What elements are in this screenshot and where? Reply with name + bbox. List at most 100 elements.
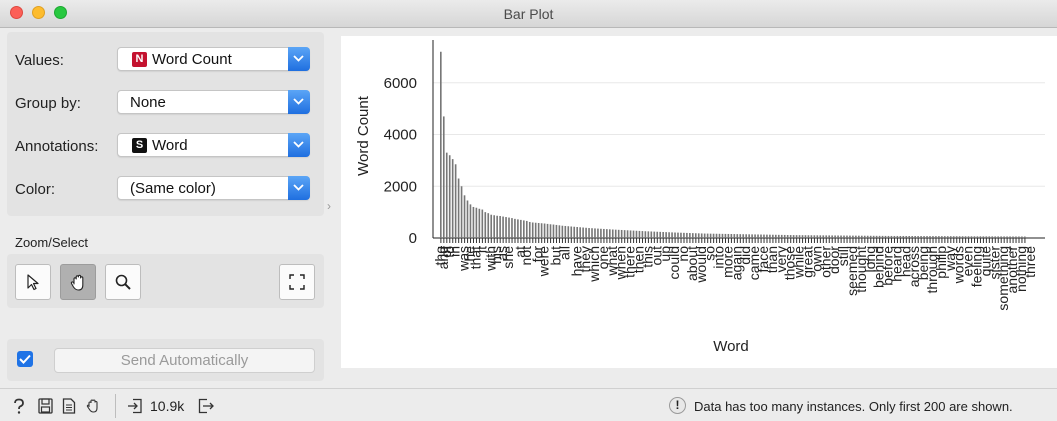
bar bbox=[591, 228, 593, 238]
bar bbox=[520, 219, 522, 238]
send-panel: Send Automatically bbox=[7, 339, 324, 381]
x-tick-label: before bbox=[880, 246, 896, 286]
title-bar: Bar Plot bbox=[0, 0, 1057, 28]
chevron-down-icon bbox=[288, 133, 310, 157]
bar bbox=[736, 234, 739, 238]
bar bbox=[890, 235, 893, 238]
x-tick-label: they bbox=[577, 246, 593, 272]
x-tick-label: than bbox=[764, 246, 780, 273]
group-by-selected: None bbox=[130, 94, 166, 111]
controls-panel: Values: N Word Count Group by: None Anno… bbox=[7, 32, 324, 216]
x-tick-label: through bbox=[924, 246, 940, 293]
bar bbox=[760, 234, 762, 238]
values-selected: Word Count bbox=[152, 51, 232, 68]
x-tick-label: still bbox=[835, 246, 851, 266]
bar bbox=[858, 235, 860, 238]
bar bbox=[1009, 236, 1011, 238]
bar bbox=[709, 233, 712, 238]
bar bbox=[982, 236, 985, 238]
bar bbox=[552, 224, 555, 238]
bar bbox=[798, 235, 801, 238]
close-window-button[interactable] bbox=[10, 6, 23, 19]
x-tick-label: face bbox=[755, 246, 771, 273]
x-tick-label: there bbox=[622, 246, 638, 278]
values-combobox[interactable]: N Word Count bbox=[117, 47, 310, 71]
reset-zoom-button[interactable] bbox=[279, 264, 315, 300]
string-variable-icon: S bbox=[132, 138, 147, 153]
bar bbox=[837, 235, 839, 238]
bar bbox=[457, 178, 460, 238]
x-tick-label: out bbox=[648, 246, 664, 266]
x-tick-label: being bbox=[915, 246, 931, 280]
x-tick-label: were bbox=[536, 246, 552, 278]
bar bbox=[484, 212, 487, 238]
zoom-select-label: Zoom/Select bbox=[15, 235, 88, 250]
bar bbox=[970, 236, 973, 238]
bar bbox=[608, 229, 611, 238]
save-icon[interactable] bbox=[38, 398, 53, 414]
x-tick-label: and bbox=[435, 246, 451, 269]
x-tick-label: when bbox=[613, 246, 629, 280]
bar bbox=[665, 232, 667, 238]
bar-plot-area[interactable]: 0 2000 4000 6000 the and of to in was he that it with… bbox=[341, 36, 1057, 368]
maximize-window-button[interactable] bbox=[54, 6, 67, 19]
x-tick-label: but bbox=[548, 246, 564, 266]
bar-chart[interactable]: 0 2000 4000 6000 theandoftoinwashethatitwith… bbox=[341, 36, 1057, 368]
bar bbox=[949, 236, 952, 238]
zoom-tool-button[interactable] bbox=[105, 264, 141, 300]
bar bbox=[469, 204, 472, 238]
minimize-window-button[interactable] bbox=[32, 6, 45, 19]
bar bbox=[659, 231, 662, 238]
report-icon[interactable] bbox=[62, 398, 76, 414]
bar bbox=[958, 236, 961, 238]
bar bbox=[594, 228, 596, 238]
y-tick-label: 4000 bbox=[384, 127, 417, 144]
group-by-combobox[interactable]: None bbox=[117, 90, 310, 114]
bar bbox=[757, 234, 759, 238]
x-tick-label: all bbox=[556, 246, 572, 260]
bar bbox=[1000, 236, 1002, 238]
send-automatically-checkbox[interactable] bbox=[17, 351, 33, 367]
bar bbox=[466, 200, 469, 238]
bar bbox=[549, 224, 552, 238]
send-automatically-button[interactable]: Send Automatically bbox=[54, 348, 315, 373]
bar bbox=[1015, 236, 1017, 238]
bar bbox=[941, 236, 943, 238]
bar bbox=[881, 235, 884, 238]
bar bbox=[893, 235, 896, 238]
x-tick-label: to bbox=[441, 246, 457, 258]
bar bbox=[715, 233, 718, 238]
pan-hand-icon[interactable] bbox=[85, 398, 101, 414]
bar bbox=[540, 223, 543, 238]
pan-tool-button[interactable] bbox=[60, 264, 96, 300]
x-tick-label: this bbox=[639, 246, 655, 268]
bar bbox=[585, 227, 587, 238]
bar bbox=[597, 228, 599, 238]
output-data-icon[interactable] bbox=[198, 398, 215, 414]
x-tick-label: was bbox=[456, 246, 472, 272]
bar bbox=[623, 230, 626, 238]
bar bbox=[748, 234, 750, 238]
x-tick-label: in bbox=[447, 246, 463, 257]
x-tick-label: feeling bbox=[968, 246, 984, 287]
x-tick-label: thought bbox=[853, 246, 869, 293]
bar bbox=[606, 229, 608, 238]
bar bbox=[875, 235, 878, 238]
color-combobox[interactable]: (Same color) bbox=[117, 176, 310, 200]
bar bbox=[772, 234, 774, 238]
collapse-panel-chevron-icon[interactable]: › bbox=[327, 199, 331, 213]
chevron-down-icon bbox=[288, 90, 310, 114]
bar bbox=[700, 233, 703, 238]
bar bbox=[691, 233, 694, 238]
bar bbox=[863, 235, 866, 238]
help-icon[interactable] bbox=[12, 398, 26, 415]
hand-icon bbox=[70, 274, 84, 291]
x-tick-label: could bbox=[666, 246, 682, 279]
x-tick-label: for bbox=[530, 246, 546, 263]
input-data-icon[interactable] bbox=[127, 398, 143, 414]
annotations-combobox[interactable]: S Word bbox=[117, 133, 310, 157]
bar bbox=[920, 236, 922, 238]
x-tick-label: at bbox=[512, 246, 528, 258]
bar bbox=[454, 164, 457, 238]
select-tool-button[interactable] bbox=[15, 264, 51, 300]
